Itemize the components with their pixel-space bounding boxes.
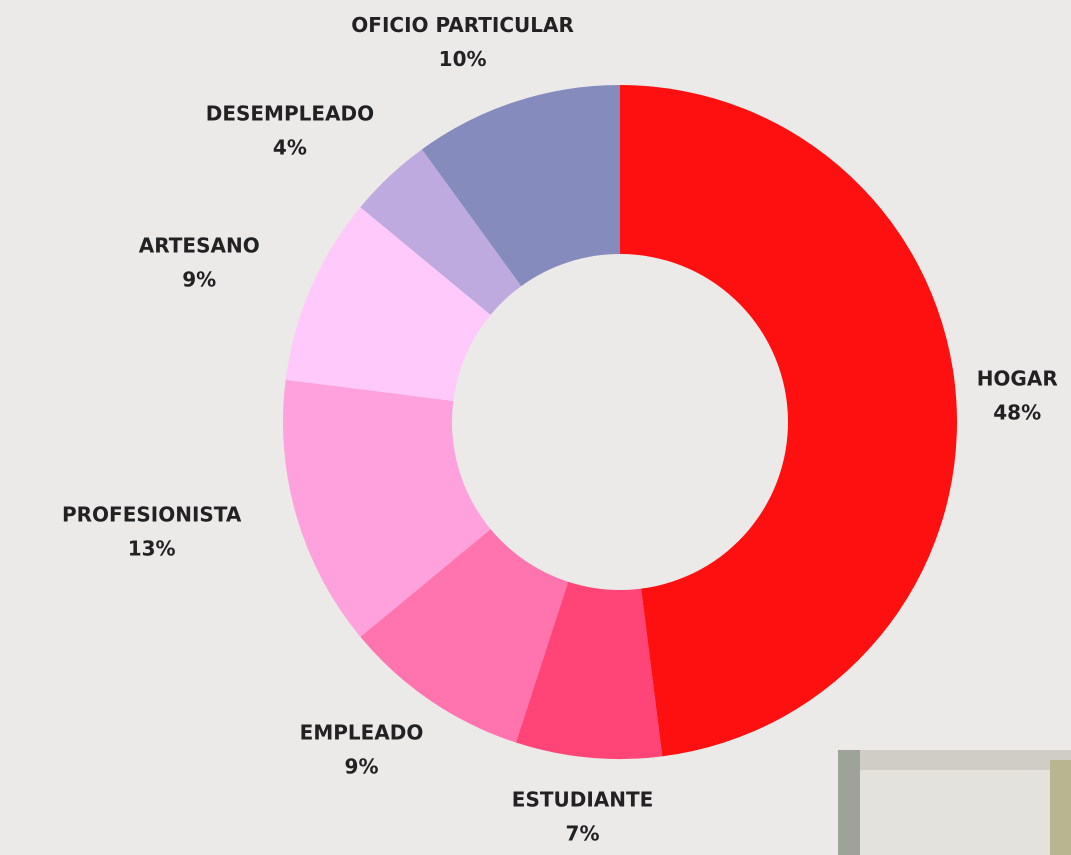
value-label: 13%: [128, 537, 176, 561]
value-label: 7%: [566, 822, 600, 846]
value-label: 4%: [273, 135, 307, 159]
category-label: OFICIO PARTICULAR: [351, 13, 574, 37]
value-label: 9%: [345, 755, 379, 779]
category-label: PROFESIONISTA: [62, 503, 242, 527]
page: {"chart_data": {"type": "donut", "catego…: [0, 0, 1071, 855]
value-label: 10%: [439, 47, 487, 71]
category-label: ARTESANO: [139, 233, 260, 257]
category-label: EMPLEADO: [300, 721, 424, 745]
chart: HOGAR 48% ESTUDIANTE 7% EMPLEADO 9% PROFESIONI…: [0, 0, 1071, 855]
category-label: DESEMPLEADO: [206, 101, 374, 125]
category-label: ESTUDIANTE: [512, 788, 654, 812]
photo: [838, 750, 1071, 855]
value-label: 48%: [993, 401, 1041, 425]
value-label: 9%: [182, 267, 216, 291]
category-label: HOGAR: [977, 367, 1058, 391]
